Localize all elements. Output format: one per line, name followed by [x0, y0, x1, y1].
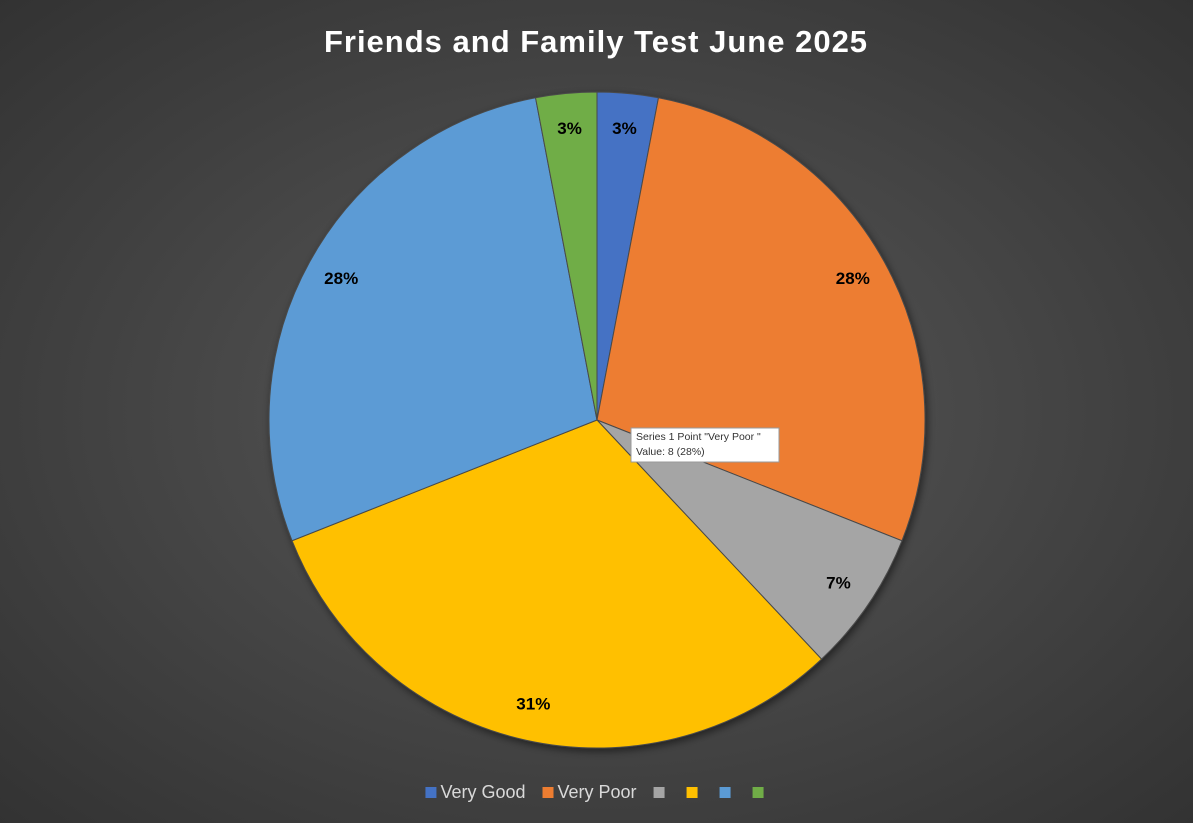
- chart-title: Friends and Family Test June 2025: [324, 24, 868, 59]
- legend-swatch: [425, 787, 437, 798]
- legend-swatch: [542, 787, 554, 798]
- pie-slice: [534, 91, 598, 421]
- tooltip-line: Value: 8 (28%): [636, 446, 705, 458]
- pie-slice: [596, 419, 903, 660]
- data-label: 28%: [324, 269, 358, 288]
- data-label: 28%: [836, 269, 870, 288]
- data-label: 7%: [826, 574, 851, 593]
- legend: Very Good Very Poor: [425, 782, 764, 802]
- data-labels: 3% 28% 7% 31% 28% 3%: [324, 119, 870, 714]
- pie-slice: [291, 419, 823, 749]
- tooltip: Series 1 Point "Very Poor " Value: 8 (28…: [630, 427, 780, 463]
- data-label: 3%: [612, 119, 637, 138]
- legend-label: Very Good: [440, 782, 525, 802]
- legend-item: [752, 787, 764, 798]
- legend-swatch: [719, 787, 731, 798]
- legend-item: [719, 787, 731, 798]
- legend-item: Very Poor: [542, 782, 637, 802]
- pie: [268, 91, 926, 749]
- legend-swatch: [653, 787, 665, 798]
- tooltip-line: Series 1 Point "Very Poor ": [636, 431, 761, 443]
- legend-item: [653, 787, 665, 798]
- legend-item: Very Good: [425, 782, 526, 802]
- legend-item: [686, 787, 698, 798]
- pie-slice: [268, 97, 598, 542]
- legend-swatch: [752, 787, 764, 798]
- data-label: 31%: [516, 694, 550, 713]
- data-label: 3%: [557, 119, 582, 138]
- legend-swatch: [686, 787, 698, 798]
- tooltip-box: [630, 427, 780, 463]
- legend-label: Very Poor: [558, 782, 637, 802]
